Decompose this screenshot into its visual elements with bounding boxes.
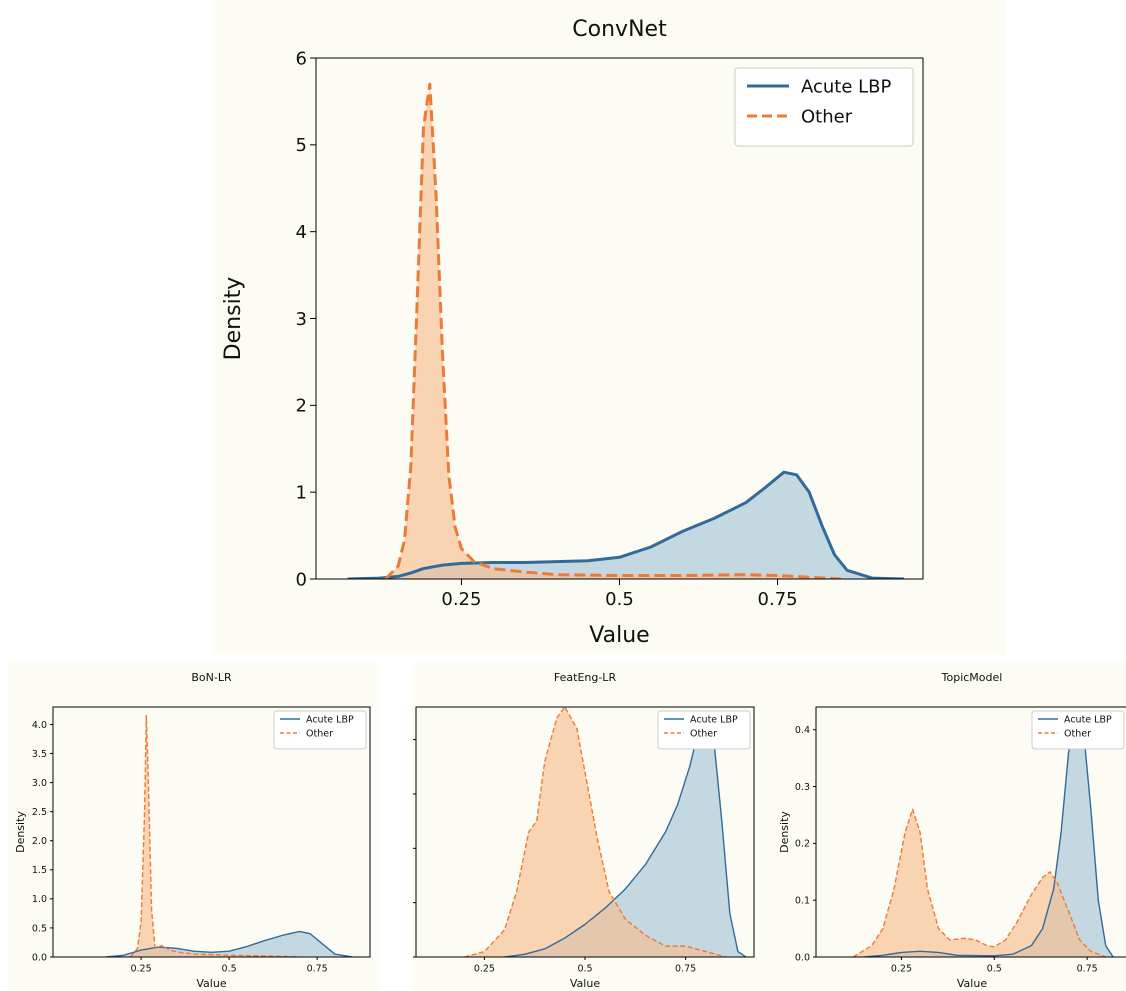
feateng-lr-x-tick-label: 0.25 xyxy=(474,964,495,975)
convnet-y-tick-label: 6 xyxy=(296,48,307,69)
feateng-lr-title: FeatEng-LR xyxy=(554,671,617,684)
other-legend-label: Other xyxy=(1064,728,1091,739)
acute-lbp-density-line xyxy=(347,470,905,579)
other-density-line xyxy=(129,715,300,957)
topicmodel-y-tick-label: 0.4 xyxy=(795,725,810,736)
convnet-y-tick-label: 1 xyxy=(296,482,307,503)
convnet-y-axis-label: Density xyxy=(221,277,246,361)
convnet-y-tick-label: 0 xyxy=(296,569,307,590)
topicmodel-x-tick-label: 0.25 xyxy=(891,964,912,975)
convnet-title: ConvNet xyxy=(572,17,667,42)
acute-lbp-legend-label: Acute LBP xyxy=(306,714,354,725)
topicmodel-y-tick-label: 0.1 xyxy=(795,896,810,907)
topicmodel-chart: 0.25 0.5 0.75 0.0 0.1 0.2 0.3 0.4 TopicModel Valu… xyxy=(772,663,1126,991)
feateng-lr-x-tick-label: 0.75 xyxy=(675,964,696,975)
acute-lbp-legend-label: Acute LBP xyxy=(801,76,892,97)
bon-lr-y-axis-label: Density xyxy=(14,811,27,853)
topicmodel-y-tick-label: 0.0 xyxy=(795,952,810,963)
other-density-line xyxy=(464,707,727,957)
feateng-lr-legend-box xyxy=(657,710,751,750)
bon-lr-title: BoN-LR xyxy=(191,671,232,684)
acute-lbp-density-line xyxy=(504,717,747,957)
topicmodel-legend: Acute LBP Other xyxy=(1031,710,1125,750)
topicmodel-legend-box xyxy=(1031,710,1125,750)
convnet-y-tick-label: 4 xyxy=(296,222,307,243)
bon-lr-y-tick-label: 3.5 xyxy=(32,749,47,760)
topicmodel-x-tick-label: 0.5 xyxy=(987,964,1002,975)
feateng-lr-x-tick-label: 0.5 xyxy=(577,964,592,975)
convnet-y-tick-label: 5 xyxy=(296,135,307,156)
topicmodel-y-tick-label: 0.3 xyxy=(795,782,810,793)
convnet-plot-area xyxy=(347,82,905,579)
topicmodel-plot-area xyxy=(852,711,1114,957)
convnet-x-axis-label: Value xyxy=(589,623,649,648)
bon-lr-y-tick-label: 2.0 xyxy=(32,836,47,847)
other-density-line xyxy=(852,808,1106,957)
bon-lr-axes-frame xyxy=(52,706,371,958)
other-legend-label: Other xyxy=(690,728,717,739)
convnet-x-tick-label: 0.75 xyxy=(758,589,798,610)
acute-lbp-density-line xyxy=(864,711,1114,957)
feateng-lr-legend: Acute LBP Other xyxy=(657,710,751,750)
feateng-lr-plot-area xyxy=(464,707,747,957)
acute-lbp-density-fill xyxy=(504,717,746,957)
acute-lbp-density-line xyxy=(105,930,353,957)
topicmodel-x-tick-label: 0.75 xyxy=(1077,964,1098,975)
other-legend-label: Other xyxy=(306,728,333,739)
acute-lbp-legend-label: Acute LBP xyxy=(690,714,738,725)
bon-lr-x-tick-label: 0.25 xyxy=(130,964,151,975)
other-density-fill xyxy=(130,715,300,957)
topicmodel-title: TopicModel xyxy=(941,671,1003,684)
bon-lr-y-tick-label: 0.5 xyxy=(32,923,47,934)
bon-lr-plot-area xyxy=(105,715,353,957)
acute-lbp-density-fill xyxy=(347,472,905,579)
bon-lr-legend: Acute LBP Other xyxy=(273,710,367,750)
bon-lr-x-axis-label: Value xyxy=(196,977,226,990)
bon-lr-y-tick-label: 2.5 xyxy=(32,807,47,818)
other-legend-label: Other xyxy=(801,106,853,127)
other-density-fill xyxy=(464,707,726,957)
bon-lr-y-tick-label: 4.0 xyxy=(32,720,47,731)
other-density-line xyxy=(384,82,841,579)
acute-lbp-legend-label: Acute LBP xyxy=(1064,714,1112,725)
bon-lr-x-tick-label: 0.5 xyxy=(222,964,237,975)
topicmodel-y-axis-label: Density xyxy=(778,811,791,853)
feateng-lr-chart: 0.250.50.75).0).1).2).3).4FeatEng-LRValu… xyxy=(412,663,772,991)
acute-lbp-density-fill xyxy=(864,712,1114,957)
convnet-chart: 0.25 0.5 0.75 0 1 2 3 4 5 6 ConvNet Value Density Acu… xyxy=(212,0,1005,655)
topicmodel-y-tick-label: 0.2 xyxy=(795,839,810,850)
convnet-y-tick-label: 3 xyxy=(296,309,307,330)
other-density-fill xyxy=(853,809,1106,957)
feateng-lr-x-axis-label: Value xyxy=(570,977,600,990)
topicmodel-x-axis-label: Value xyxy=(957,977,987,990)
bon-lr-chart: 0.25 0.5 0.75 0.0 0.5 1.0 1.5 2.0 2.5 3.0 3.5 4.0 Bo… xyxy=(8,663,380,991)
bon-lr-y-tick-label: 1.5 xyxy=(32,865,47,876)
bon-lr-legend-box xyxy=(273,710,367,750)
other-density-fill xyxy=(385,84,841,579)
bon-lr-y-tick-label: 3.0 xyxy=(32,778,47,789)
topicmodel-axes-frame xyxy=(815,706,1126,958)
convnet-x-tick-label: 0.5 xyxy=(605,589,634,610)
convnet-y-tick-label: 2 xyxy=(296,396,307,417)
bon-lr-y-tick-label: 1.0 xyxy=(32,894,47,905)
bon-lr-x-tick-label: 0.75 xyxy=(307,964,328,975)
bon-lr-y-tick-label: 0.0 xyxy=(32,952,47,963)
convnet-x-tick-label: 0.25 xyxy=(441,589,481,610)
convnet-legend: Acute LBP Other xyxy=(734,67,914,147)
